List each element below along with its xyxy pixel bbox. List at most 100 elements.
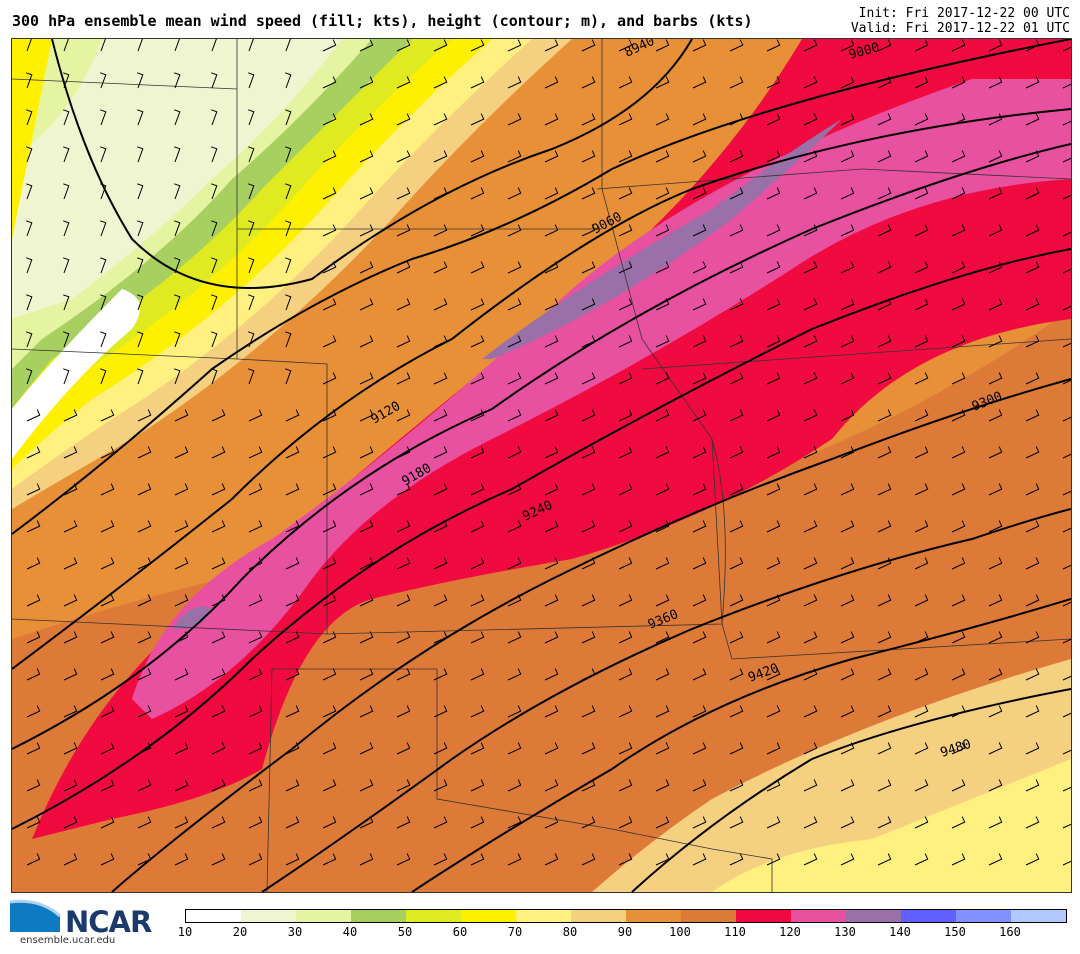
wind-barb <box>174 705 189 718</box>
wind-barb <box>1062 712 1071 718</box>
wind-barb <box>63 483 78 496</box>
wind-barb <box>63 705 78 718</box>
wind-barb <box>359 187 374 200</box>
wind-barb <box>211 816 226 829</box>
wind-barb <box>729 335 744 348</box>
wind-barb <box>470 76 485 89</box>
wind-barb <box>1062 453 1071 459</box>
fill-20-30 <box>12 39 342 319</box>
wind-barb <box>729 483 744 496</box>
wind-barb <box>174 557 189 570</box>
wind-barb <box>63 742 78 755</box>
wind-barb <box>174 816 189 829</box>
wind-barb <box>692 742 707 755</box>
wind-barb <box>433 668 448 681</box>
wind-barb <box>729 261 744 274</box>
wind-barb <box>803 76 818 89</box>
wind-barb <box>692 705 707 718</box>
wind-barb <box>433 557 448 570</box>
wind-barb <box>840 335 855 348</box>
wind-barb <box>433 705 448 718</box>
wind-barb <box>840 557 855 570</box>
wind-barb <box>840 594 855 607</box>
wind-barb <box>211 183 218 200</box>
wind-barb <box>433 372 448 385</box>
wind-barb <box>285 668 300 681</box>
wind-barb <box>26 668 41 681</box>
wind-barb <box>1025 298 1040 311</box>
wind-barb <box>1025 187 1040 200</box>
wind-barb <box>433 853 448 866</box>
wind-barb <box>877 261 892 274</box>
wind-barb <box>914 113 929 126</box>
wind-barb <box>877 483 892 496</box>
wind-barb <box>766 335 781 348</box>
wind-barb <box>951 446 966 459</box>
wind-barb <box>322 113 337 126</box>
wind-barb <box>618 372 633 385</box>
wind-barb <box>544 705 559 718</box>
wind-barb <box>1025 224 1040 237</box>
wind-barb <box>840 483 855 496</box>
wind-barb <box>988 409 1003 422</box>
wind-barb <box>470 483 485 496</box>
wind-barb <box>285 409 300 422</box>
wind-barb <box>914 631 929 644</box>
wind-barb <box>544 594 559 607</box>
height-contours <box>12 39 1071 892</box>
fill-130-140 <box>482 119 842 359</box>
wind-barb <box>211 257 218 274</box>
ncar-url: ensemble.ucar.edu <box>20 935 116 946</box>
wind-barb <box>877 816 892 829</box>
colorbar-swatch <box>351 910 406 922</box>
wind-barb <box>581 224 596 237</box>
colorbar-swatch <box>791 910 846 922</box>
wind-barb <box>211 483 226 496</box>
wind-barb <box>581 113 596 126</box>
wind-barb <box>174 668 189 681</box>
wind-barb <box>211 446 226 459</box>
valid-time: Valid: Fri 2017-12-22 01 UTC <box>850 21 1070 36</box>
wind-barb <box>470 853 485 866</box>
wind-barb <box>544 298 559 311</box>
wind-barb <box>803 261 818 274</box>
wind-barb <box>544 520 559 533</box>
wind-barb <box>951 483 966 496</box>
colorbar-label: 50 <box>397 925 413 939</box>
wind-barb <box>396 631 411 644</box>
wind-barb <box>26 183 33 200</box>
wind-barb <box>470 520 485 533</box>
wind-barb <box>285 39 291 52</box>
wind-barb <box>1025 705 1040 718</box>
wind-barb <box>137 220 144 237</box>
wind-barb <box>655 409 670 422</box>
wind-barb <box>433 816 448 829</box>
wind-barb <box>322 39 337 52</box>
wind-barb <box>322 557 337 570</box>
wind-barb <box>211 557 226 570</box>
wind-barb <box>1062 823 1071 829</box>
colorbar <box>185 909 1067 923</box>
wind-barb <box>581 335 596 348</box>
wind-barb <box>1025 779 1040 792</box>
wind-barb <box>840 224 855 237</box>
wind-barb <box>692 372 707 385</box>
wind-barb <box>26 294 33 311</box>
wind-barb <box>729 446 744 459</box>
wind-barb <box>544 39 559 52</box>
wind-barb <box>433 594 448 607</box>
wind-barb <box>507 39 522 52</box>
wind-barb <box>840 742 855 755</box>
wind-barb <box>951 187 966 200</box>
wind-barb <box>803 816 818 829</box>
wind-barb <box>581 520 596 533</box>
wind-barb <box>1025 76 1040 89</box>
wind-barb <box>211 294 218 311</box>
wind-barb <box>988 224 1003 237</box>
wind-barb <box>359 594 374 607</box>
wind-barb <box>26 520 41 533</box>
wind-barb <box>877 298 892 311</box>
colorbar-label: 160 <box>999 925 1021 939</box>
wind-barb <box>988 446 1003 459</box>
wind-barb <box>692 76 707 89</box>
